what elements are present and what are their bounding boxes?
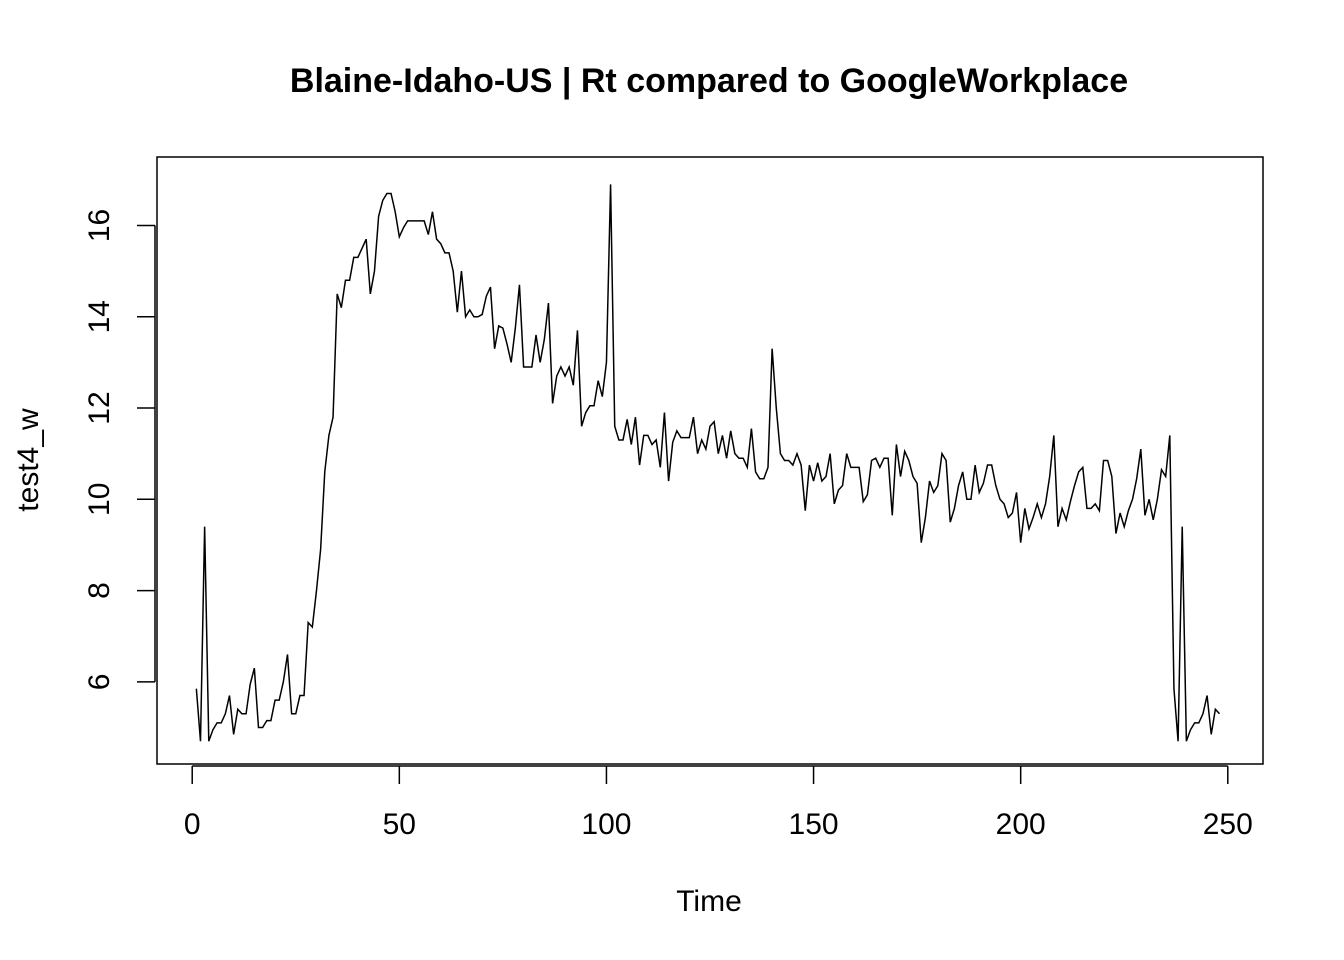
x-tick-label: 250	[1203, 808, 1253, 841]
y-tick-label: 10	[83, 483, 116, 516]
x-axis: 0 50 100 150 200 250	[184, 765, 1253, 841]
x-tick-label: 50	[383, 808, 416, 841]
x-tick-label: 0	[184, 808, 201, 841]
chart-title: Blaine-Idaho-US | Rt compared to GoogleW…	[290, 62, 1128, 100]
y-tick-label: 8	[83, 582, 116, 599]
x-tick-label: 100	[581, 808, 631, 841]
series-line	[195, 184, 1221, 742]
x-tick-label: 200	[996, 808, 1046, 841]
y-tick-label: 14	[83, 300, 116, 333]
y-axis: 6 8 10 12 14 16	[83, 209, 156, 691]
y-tick-label: 6	[83, 674, 116, 691]
y-tick-label: 12	[83, 391, 116, 424]
x-tick-label: 150	[789, 808, 839, 841]
y-tick-label: 16	[83, 209, 116, 242]
y-axis-label: test4_w	[12, 408, 45, 512]
x-axis-label: Time	[676, 885, 742, 918]
plot-frame	[156, 156, 1264, 765]
